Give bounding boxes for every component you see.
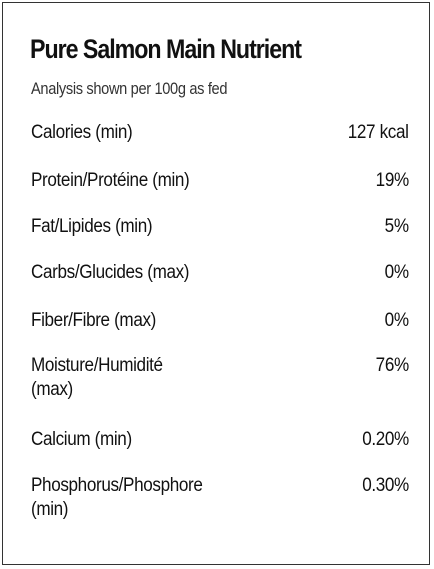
nutrient-value: 5%	[384, 216, 409, 237]
nutrient-value: 0.20%	[362, 429, 409, 450]
nutrient-label: Protein/Protéine (min)	[31, 170, 190, 191]
panel-subtitle: Analysis shown per 100g as fed	[31, 79, 228, 98]
nutrient-label: Fiber/Fibre (max)	[31, 310, 157, 331]
nutrient-value: 127 kcal	[348, 122, 409, 143]
nutrient-label: Carbs/Glucides (max)	[31, 262, 190, 283]
nutrient-row-moisture: Moisture/Humidité (max) 76%	[31, 354, 409, 428]
panel-title: Pure Salmon Main Nutrient	[30, 34, 302, 64]
nutrient-label: Phosphorus/Phosphore (min)	[31, 475, 203, 520]
nutrient-label: Fat/Lipides (min)	[31, 216, 153, 237]
nutrient-value: 0%	[384, 310, 409, 331]
nutrient-label: Moisture/Humidité (max)	[31, 355, 163, 400]
nutrient-row-carbs: Carbs/Glucides (max) 0%	[31, 261, 409, 309]
nutrient-label: Calcium (min)	[31, 429, 132, 450]
nutrient-table: Calories (min) 127 kcal Protein/Protéine…	[31, 121, 409, 534]
nutrient-value: 0%	[384, 262, 409, 283]
nutrient-panel: Pure Salmon Main Nutrient Analysis shown…	[2, 2, 430, 565]
nutrient-label: Calories (min)	[31, 122, 133, 143]
nutrient-value: 19%	[375, 170, 410, 191]
nutrient-row-calcium: Calcium (min) 0.20%	[31, 428, 409, 474]
nutrient-value: 76%	[375, 355, 410, 376]
nutrient-value: 0.30%	[362, 475, 409, 496]
nutrient-row-fat: Fat/Lipides (min) 5%	[31, 215, 409, 261]
nutrient-row-protein: Protein/Protéine (min) 19%	[31, 169, 409, 215]
nutrient-row-calories: Calories (min) 127 kcal	[31, 121, 409, 169]
nutrient-row-phosphorus: Phosphorus/Phosphore (min) 0.30%	[31, 474, 409, 534]
nutrient-row-fiber: Fiber/Fibre (max) 0%	[31, 309, 409, 354]
